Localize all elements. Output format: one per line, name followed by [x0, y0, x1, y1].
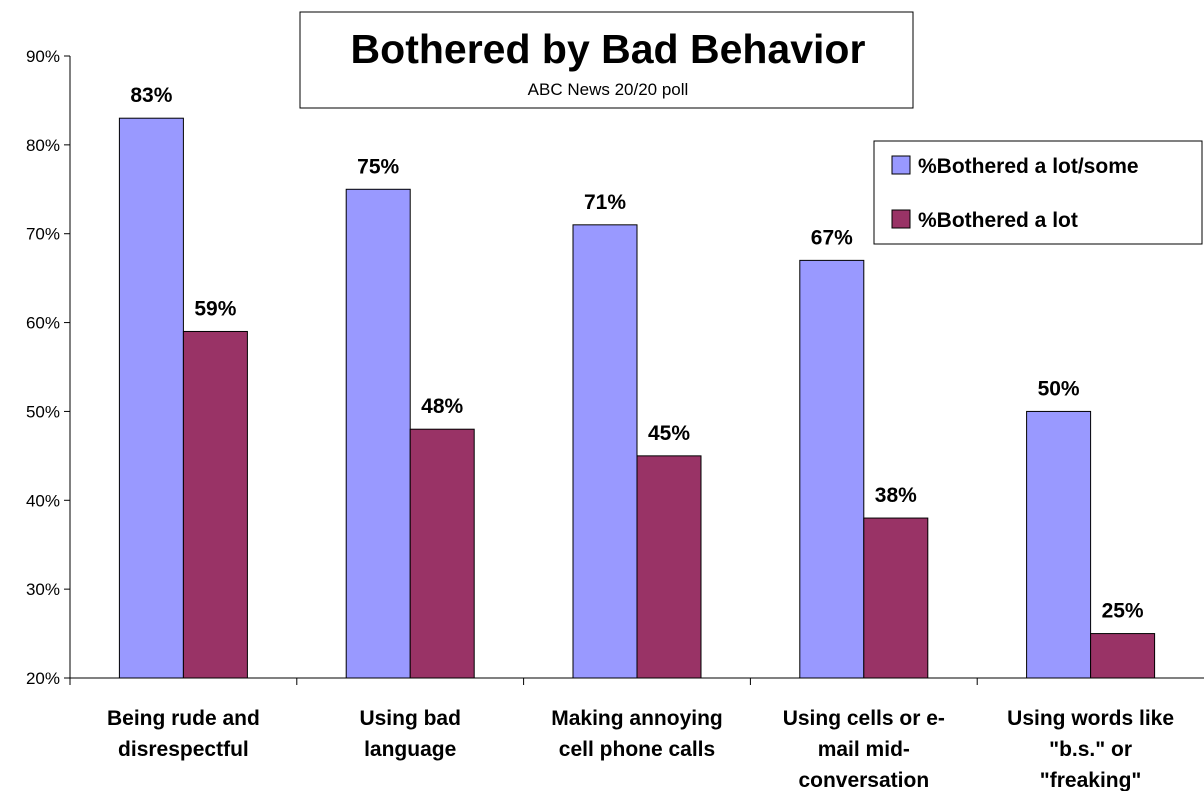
x-category-label: Using words like "b.s." or "freaking" [1007, 707, 1174, 791]
x-category-label: Using bad language [359, 707, 461, 761]
chart-title: Bothered by Bad Behavior [351, 26, 866, 72]
x-category-label-line: cell phone calls [559, 738, 715, 761]
legend-swatch-series-2 [891, 209, 911, 229]
y-tick-label: 90% [26, 47, 60, 66]
x-category-label-line: Being rude and [107, 707, 260, 730]
y-tick-label: 70% [26, 225, 60, 244]
title-box-frame [299, 11, 914, 109]
legend-swatch-series-1 [891, 155, 911, 175]
title-box: Bothered by Bad Behavior ABC News 20/20 … [299, 11, 914, 109]
bar-series-1-3 [572, 224, 638, 679]
x-category-label-line: Making annoying [551, 707, 723, 730]
bar-series-1-2 [345, 188, 411, 679]
y-tick-label: 30% [26, 580, 60, 599]
x-category-label-line: conversation [798, 769, 929, 791]
y-tick-label: 20% [26, 669, 60, 688]
data-label-series-2-1: 59% [194, 297, 236, 320]
bar-series-2-1 [182, 330, 248, 679]
axes: 20% 30% 40% 50% 60% 70% 80% 90% Being rude and di… [26, 47, 1204, 792]
x-category-label: Using cells or e-mail mid-conversation [783, 707, 945, 791]
data-label-series-1-5: 50% [1038, 377, 1080, 400]
x-category-label-line: "freaking" [1040, 769, 1142, 791]
data-labels: 83% 59% 75% 48% 71% 45% 67% 38% 50% 25% [130, 84, 1144, 622]
y-tick-label: 60% [26, 314, 60, 333]
x-category-label-line: disrespectful [118, 738, 249, 761]
bar-series-1-1 [118, 117, 184, 679]
x-category-label-line: Using cells or e- [783, 707, 945, 730]
bars [118, 117, 1156, 679]
x-category-label-line: mail mid- [818, 738, 910, 761]
y-tick-label: 40% [26, 491, 60, 510]
data-label-series-1-2: 75% [357, 155, 399, 178]
x-category-label-line: Using words like [1007, 707, 1174, 730]
bar-series-1-5 [1026, 410, 1092, 679]
y-tick-label: 50% [26, 402, 60, 421]
data-label-series-1-3: 71% [584, 191, 626, 214]
legend: %Bothered a lot/some %Bothered a lot [873, 140, 1203, 245]
x-category-label-line: Using bad [359, 707, 461, 730]
data-label-series-2-5: 25% [1102, 600, 1144, 623]
bar-series-1-4 [799, 259, 865, 679]
bar-series-2-2 [409, 428, 475, 679]
data-label-series-1-1: 83% [130, 84, 172, 107]
data-label-series-1-4: 67% [811, 226, 853, 249]
bar-series-2-4 [863, 517, 929, 679]
x-category-label: Being rude and disrespectful [107, 707, 260, 761]
x-category-label: Making annoying cell phone calls [551, 707, 723, 761]
bar-series-2-3 [636, 455, 702, 679]
bar-series-2-5 [1090, 633, 1156, 679]
data-label-series-2-4: 38% [875, 484, 917, 507]
x-category-label-line: "b.s." or [1049, 738, 1132, 761]
legend-label-series-2: %Bothered a lot [918, 209, 1078, 232]
legend-frame [873, 140, 1203, 245]
data-label-series-2-2: 48% [421, 395, 463, 418]
chart-subtitle: ABC News 20/20 poll [528, 80, 689, 99]
data-label-series-2-3: 45% [648, 422, 690, 445]
legend-label-series-1: %Bothered a lot/some [918, 155, 1139, 178]
y-tick-label: 80% [26, 136, 60, 155]
x-category-label-line: language [364, 738, 456, 761]
